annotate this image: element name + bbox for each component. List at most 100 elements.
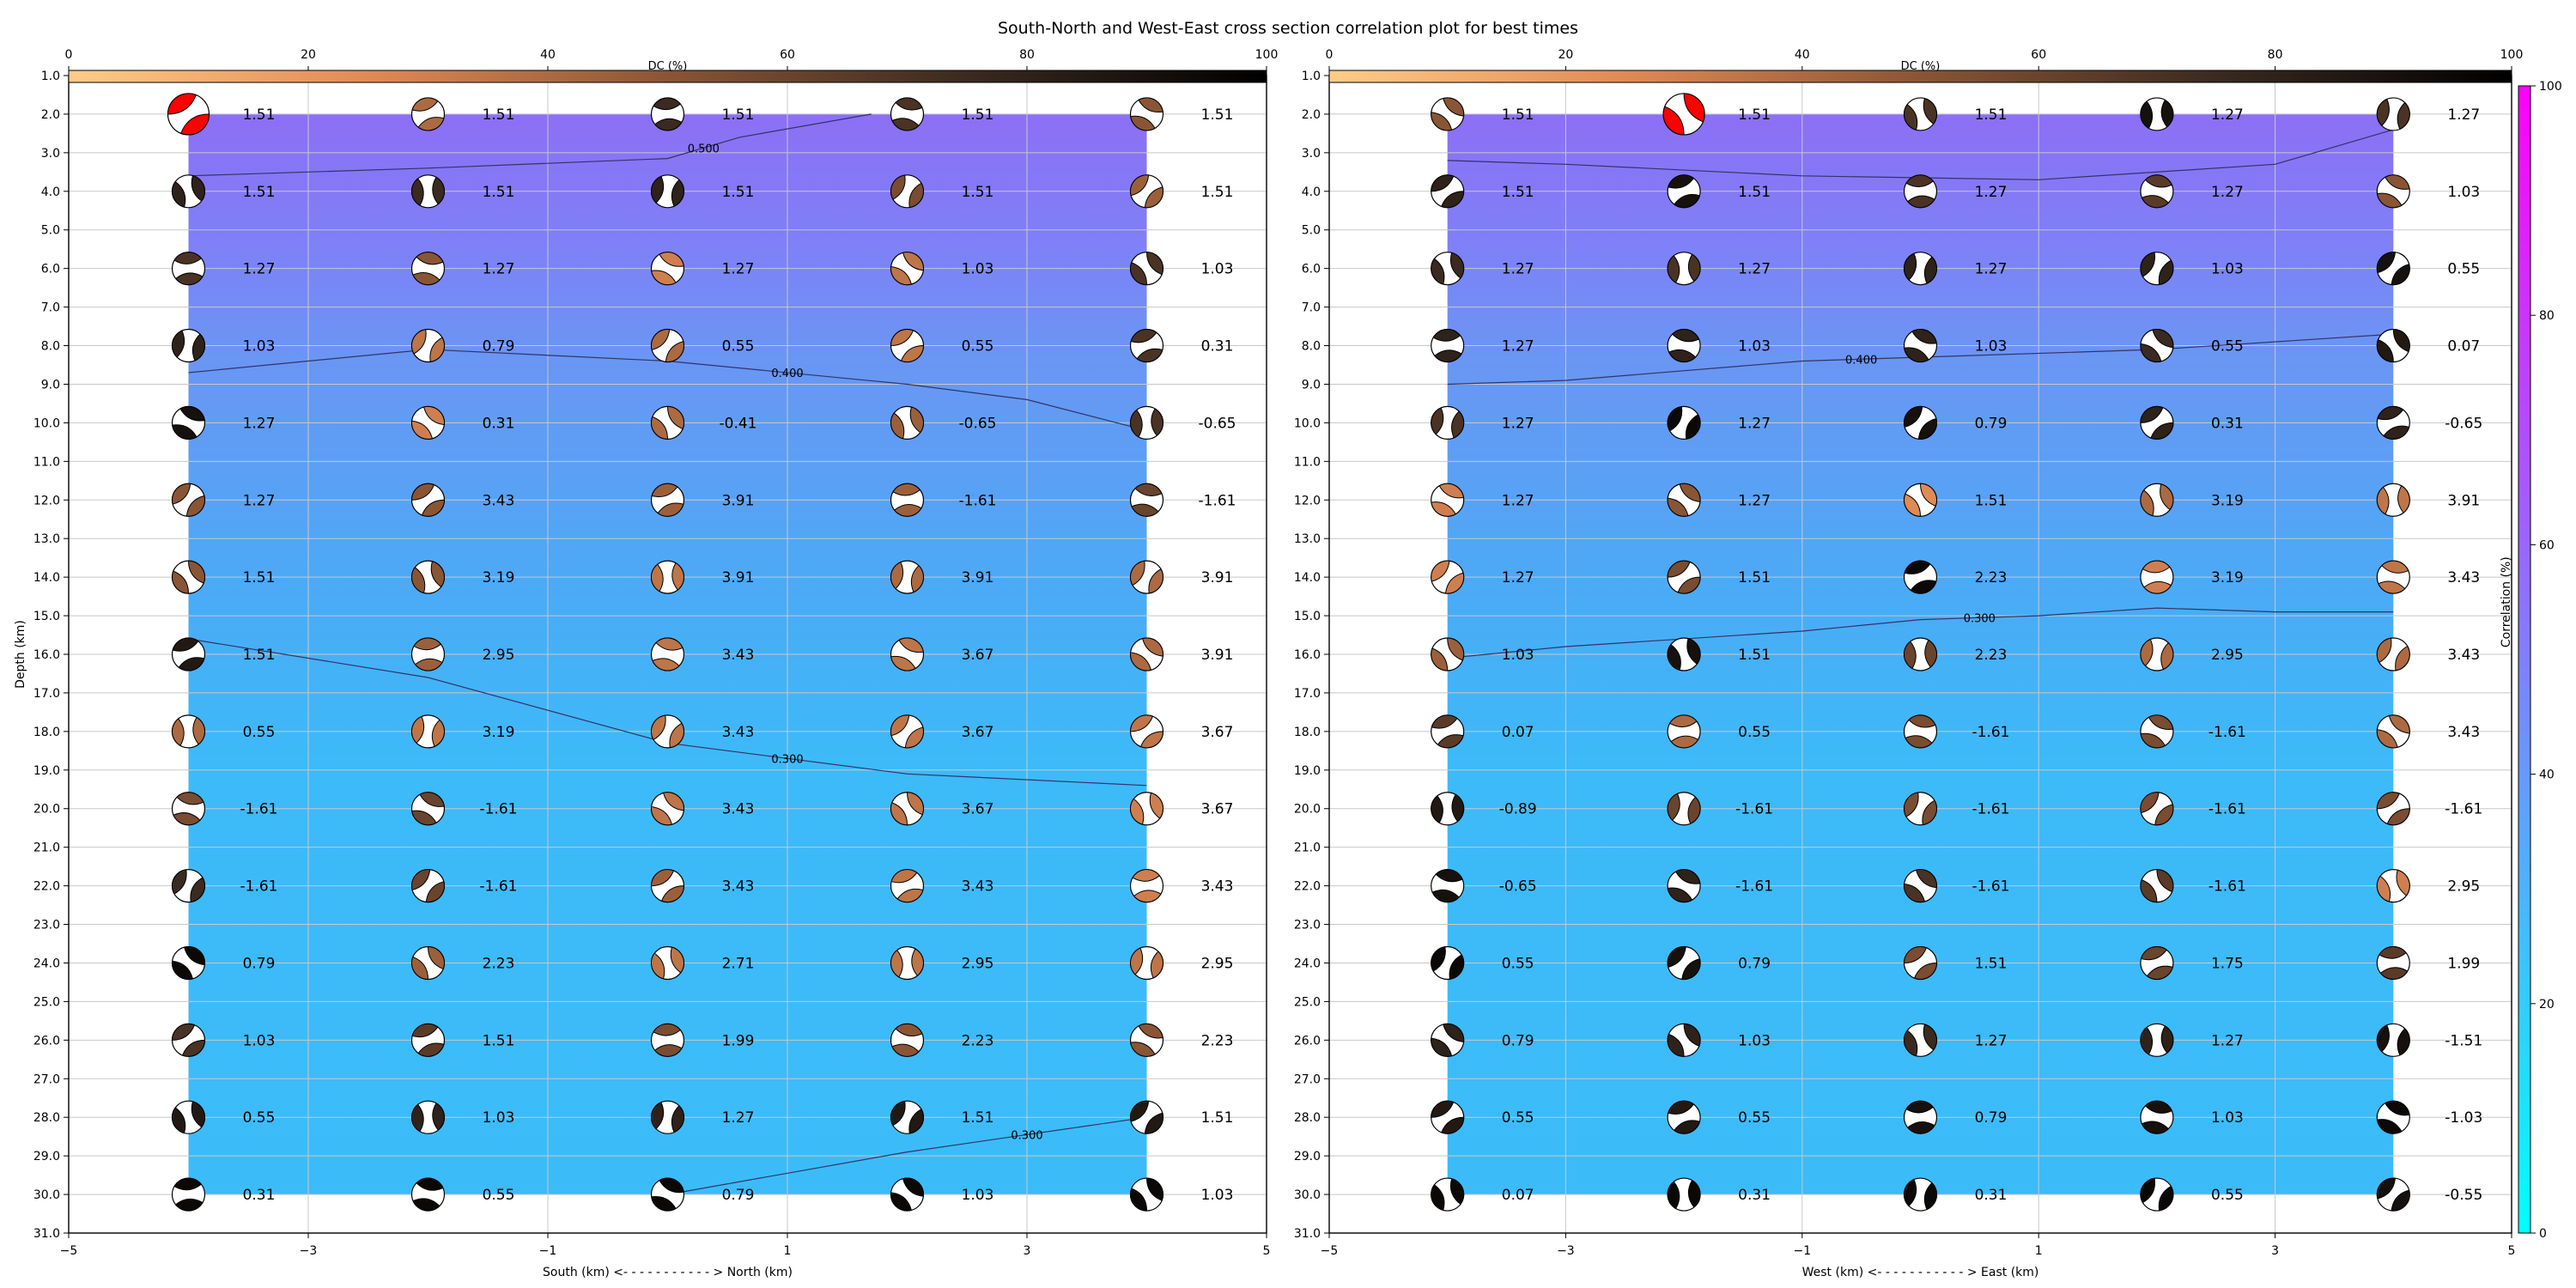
- time-label: 1.51: [243, 184, 276, 201]
- dc-colorbar: 0 20 40 60 80 100 DC (%): [65, 48, 1279, 83]
- y-tick-label: 8.0: [41, 340, 60, 354]
- dc-tick-label: 100: [1255, 48, 1279, 62]
- beachball-compression: [412, 272, 440, 286]
- beachball-compression: [2150, 422, 2174, 440]
- time-label: 3.91: [722, 569, 755, 586]
- beachball-group: [1129, 1100, 1164, 1134]
- beachball-compression: [1449, 252, 1465, 279]
- beachball-compression: [2376, 637, 2392, 664]
- beachball-group: [2376, 328, 2410, 363]
- time-label: -1.61: [1735, 801, 1773, 818]
- cross-section-panel-2: 0.400 0.300 1.51 1.51 1.51 1.27 1.27 1.51 1.51 1.…: [1294, 48, 2524, 1279]
- beachball-group: [1431, 1100, 1465, 1134]
- beachball-compression: [1671, 329, 1700, 343]
- beachball-group: [1903, 483, 1938, 517]
- beachball-compression: [1443, 1023, 1465, 1043]
- beachball-group: [1431, 174, 1465, 209]
- time-label: 1.51: [1975, 492, 2008, 509]
- time-label: -1.61: [480, 801, 518, 818]
- time-label: 0.79: [1975, 1109, 2008, 1127]
- beachball-compression: [171, 1023, 196, 1041]
- y-tick-label: 10.0: [1294, 416, 1321, 430]
- x-tick-label: −3: [300, 1244, 318, 1258]
- beachball-compression: [2392, 329, 2410, 353]
- beachball-compression: [2140, 1177, 2156, 1204]
- beachball-compression: [650, 869, 675, 887]
- beachball-group: [1667, 714, 1701, 749]
- correlation-colorbar-label: Correlation (%): [2500, 556, 2513, 647]
- beachball-compression: [2140, 489, 2154, 517]
- beachball-compression: [890, 949, 903, 978]
- beachball-compression: [1151, 408, 1163, 436]
- time-label: 0.55: [1502, 1109, 1534, 1127]
- beachball-group: [650, 945, 685, 981]
- time-label: 3.19: [483, 569, 515, 586]
- beachball-compression: [651, 563, 664, 592]
- beachball-group: [1129, 405, 1164, 440]
- beachball-compression: [1145, 252, 1163, 276]
- beachball-compression: [1431, 1184, 1445, 1212]
- time-label: 2.95: [483, 647, 515, 664]
- beachball-group: [650, 252, 685, 286]
- beachball-group: [890, 868, 925, 903]
- beachball-compression: [1130, 798, 1145, 825]
- beachball-group: [650, 1177, 685, 1212]
- beachball-compression: [1667, 497, 1689, 517]
- y-tick-label: 7.0: [41, 301, 60, 315]
- time-label: 1.27: [1502, 338, 1534, 355]
- time-label: 1.27: [243, 261, 276, 278]
- beachball-compression: [651, 1195, 677, 1212]
- time-label: 3.67: [962, 724, 994, 741]
- time-label: 3.67: [962, 801, 994, 818]
- beachball-group: [890, 1023, 925, 1057]
- beachball-compression: [172, 570, 190, 594]
- time-label: -1.61: [1972, 878, 2010, 896]
- beachball-group: [1129, 1023, 1164, 1057]
- time-label: 1.27: [1502, 415, 1534, 432]
- y-tick-label: 22.0: [33, 880, 60, 894]
- beachball-compression: [1432, 329, 1461, 342]
- beachball-compression: [183, 946, 205, 966]
- beachball-group: [171, 560, 206, 594]
- beachball-group: [890, 252, 925, 286]
- beachball-compression: [1447, 637, 1465, 661]
- beachball-compression: [651, 329, 671, 351]
- beachball-group: [2376, 714, 2410, 749]
- time-label: 1.51: [962, 184, 994, 201]
- y-tick-label: 8.0: [1302, 340, 1321, 354]
- beachball-group: [410, 945, 446, 981]
- beachball-group: [171, 328, 206, 363]
- x-tick-label: 3: [2271, 1244, 2279, 1258]
- beachball-group: [1903, 945, 1938, 981]
- beachball-compression: [1130, 174, 1150, 197]
- beachball-compression: [1667, 560, 1691, 578]
- time-label: 1.51: [243, 647, 276, 664]
- beachball-compression: [2140, 878, 2158, 903]
- y-tick-label: 18.0: [33, 726, 60, 739]
- beachball-group: [1903, 868, 1938, 903]
- beachball-compression: [659, 252, 684, 267]
- beachball-compression: [1668, 349, 1697, 362]
- time-label: 0.31: [2211, 415, 2244, 432]
- beachball-compression: [1913, 962, 1938, 980]
- beachball-compression: [891, 118, 920, 131]
- beachball-compression: [898, 637, 924, 653]
- beachball-compression: [653, 1044, 683, 1057]
- beachball-compression: [1437, 734, 1464, 749]
- beachball-compression: [174, 1198, 204, 1212]
- beachball-group: [1662, 93, 1705, 136]
- dc-tick-label: 0: [65, 48, 73, 62]
- y-tick-label: 6.0: [1302, 263, 1321, 276]
- time-label: 3.43: [722, 801, 755, 818]
- beachball-compression: [911, 948, 924, 977]
- beachball-compression: [1150, 951, 1163, 979]
- time-label: 3.43: [722, 724, 755, 741]
- beachball-compression: [431, 719, 445, 747]
- beachball-compression: [2397, 485, 2410, 513]
- beachball-compression: [902, 252, 924, 271]
- y-axis-label: Depth (km): [14, 620, 27, 689]
- beachball-group: [2140, 97, 2174, 131]
- beachball-group: [171, 252, 206, 286]
- time-label: 0.55: [2211, 1187, 2244, 1204]
- beachball-group: [890, 174, 925, 209]
